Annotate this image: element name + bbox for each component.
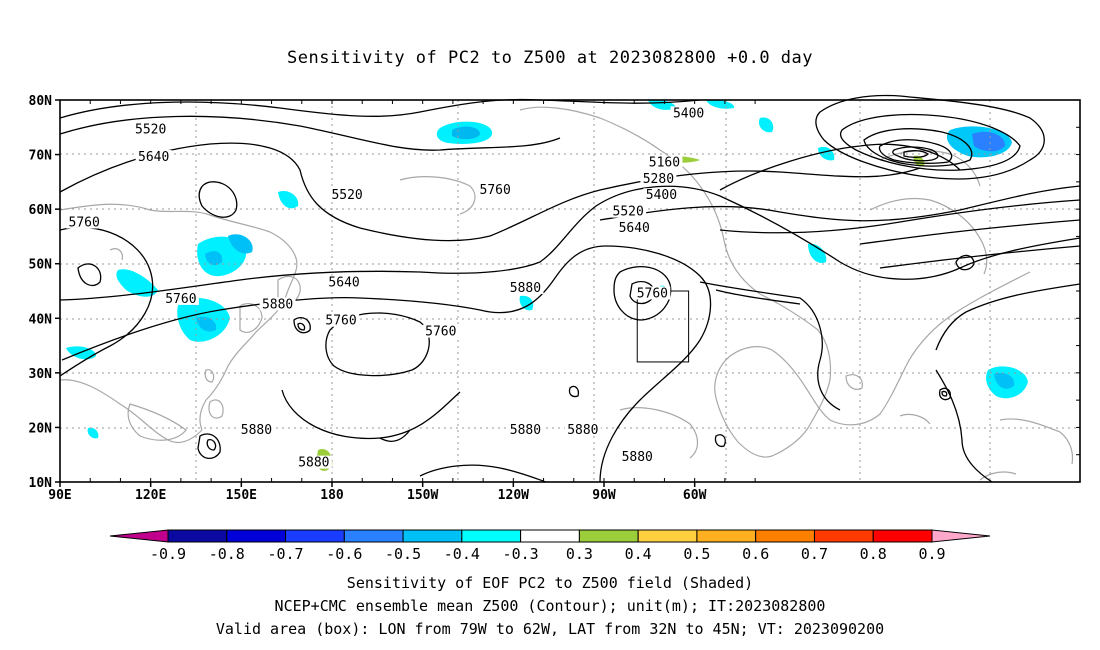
colorbar-label: 0.9: [918, 545, 945, 563]
lon-label: 60W: [683, 488, 707, 503]
contour-label: 5520: [613, 205, 644, 220]
contour-label: 5520: [331, 188, 362, 203]
contour-label: 5760: [425, 325, 456, 340]
contour-label: 5760: [637, 286, 668, 301]
colorbar-label: 0.5: [683, 545, 710, 563]
colorbar-high-extend: [932, 530, 990, 542]
colorbar-swatch: [756, 530, 815, 542]
colorbar-label: -0.3: [503, 545, 539, 563]
contour-label: 5520: [135, 123, 166, 138]
lon-label: 180: [320, 488, 344, 503]
lat-label: 70N: [29, 149, 53, 164]
colorbar-swatch: [168, 530, 227, 542]
colorbar-label: 0.6: [742, 545, 769, 563]
colorbar-swatch: [579, 530, 638, 542]
contour-label: 5760: [69, 216, 100, 231]
contour-label: 5880: [622, 450, 653, 465]
contour-label: 5880: [567, 423, 598, 438]
colorbar-label: -0.9: [150, 545, 186, 563]
contour-label: 5760: [325, 314, 356, 329]
contour-label: 5400: [673, 106, 704, 121]
colorbar-label: -0.5: [385, 545, 421, 563]
colorbar-swatch: [521, 530, 580, 542]
colorbar-label: 0.7: [801, 545, 828, 563]
colorbar-swatch: [638, 530, 697, 542]
contour-label: 5880: [262, 297, 293, 312]
contour-label: 5640: [328, 276, 359, 291]
longitude-labels: 90E 120E 150E 180 150W 120W 90W 60W: [48, 488, 706, 503]
colorbar-label: 0.3: [566, 545, 593, 563]
contour-label: 5280: [643, 172, 674, 187]
contour-label: 5640: [619, 221, 650, 236]
lat-label: 50N: [29, 258, 53, 273]
colorbar-label: -0.7: [267, 545, 303, 563]
colorbar: -0.9 -0.8 -0.7 -0.6 -0.5 -0.4 -0.3 0.3 0.4 0.5 0.6…: [110, 530, 990, 563]
colorbar-swatch: [697, 530, 756, 542]
colorbar-label: -0.4: [444, 545, 480, 563]
colorbar-swatch: [344, 530, 403, 542]
caption-line-3: Valid area (box): LON from 79W to 62W, L…: [0, 620, 1100, 638]
caption-line-2: NCEP+CMC ensemble mean Z500 (Contour); u…: [0, 597, 1100, 615]
colorbar-swatch: [462, 530, 521, 542]
lat-label: 30N: [29, 367, 53, 382]
caption-line-1: Sensitivity of EOF PC2 to Z500 field (Sh…: [0, 574, 1100, 592]
lon-label: 120E: [135, 488, 166, 503]
lon-label: 150E: [226, 488, 257, 503]
lat-label: 40N: [29, 312, 53, 327]
valid-area-box: [637, 291, 688, 362]
colorbar-label: -0.6: [326, 545, 362, 563]
latitude-labels: 80N 70N 60N 50N 40N 30N 20N 10N: [29, 94, 53, 491]
lon-label: 120W: [498, 488, 529, 503]
colorbar-label: 0.8: [860, 545, 887, 563]
colorbar-label: 0.4: [625, 545, 652, 563]
contour-label: 5880: [510, 423, 541, 438]
colorbar-swatch: [227, 530, 286, 542]
colorbar-swatch: [286, 530, 345, 542]
contour-label: 5760: [165, 292, 196, 307]
colorbar-label: -0.8: [209, 545, 245, 563]
contour-label: 5880: [241, 423, 272, 438]
lat-label: 80N: [29, 94, 53, 109]
colorbar-low-extend: [110, 530, 168, 542]
contour-label: 5640: [138, 150, 169, 165]
contour-label: 5880: [298, 456, 329, 471]
contour-label: 5760: [480, 183, 511, 198]
lon-label: 90E: [48, 488, 71, 503]
contour-label: 5880: [510, 281, 541, 296]
lat-label: 20N: [29, 421, 53, 436]
colorbar-swatch: [403, 530, 462, 542]
contour-label: 5400: [646, 188, 677, 203]
lat-label: 60N: [29, 203, 53, 218]
lon-label: 150W: [407, 488, 438, 503]
colorbar-swatch: [873, 530, 932, 542]
lon-label: 90W: [592, 488, 616, 503]
contour-label: 5160: [649, 155, 680, 170]
colorbar-swatch: [814, 530, 873, 542]
